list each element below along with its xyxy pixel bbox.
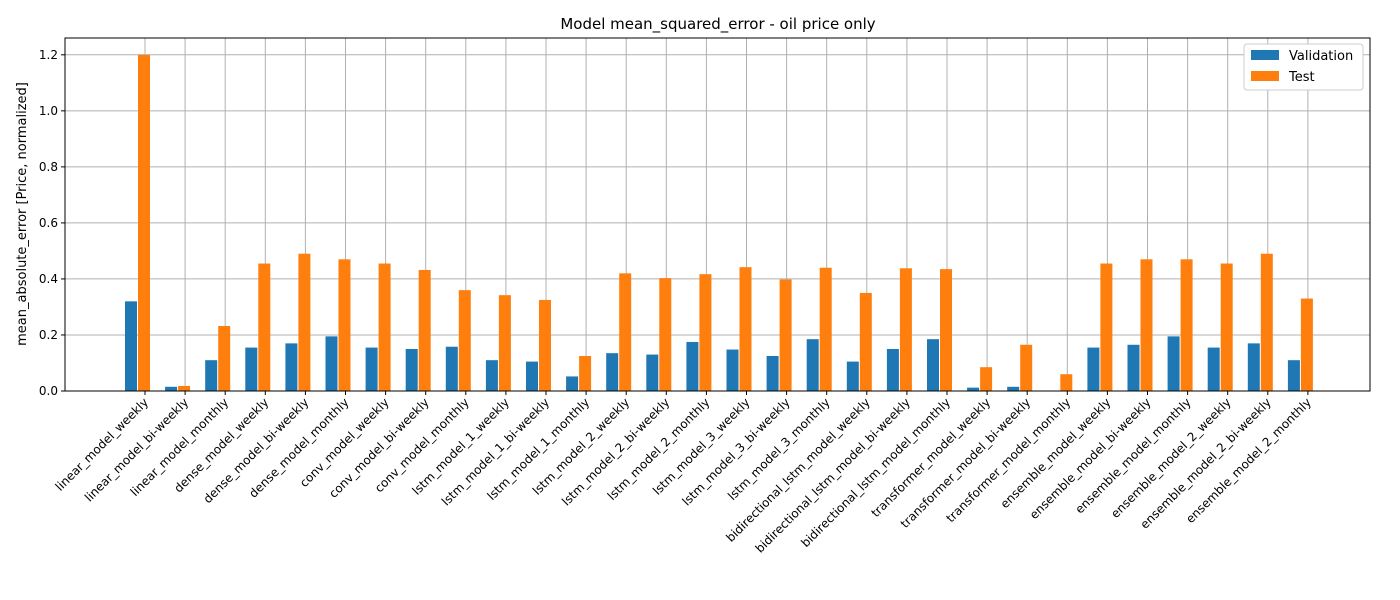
bar-test [258, 263, 271, 391]
bar-validation [886, 348, 899, 391]
plot-frame [64, 37, 1371, 392]
legend-label-validation: Validation [1289, 49, 1353, 64]
x-tick-label: bidirectional_lstm_model_monthly [798, 395, 953, 550]
y-axis-label: mean_absolute_error [Price, normalized] [15, 82, 30, 346]
bar-test [1100, 263, 1113, 391]
bar-validation [485, 360, 498, 391]
bar-test [980, 367, 993, 391]
bar-validation [526, 361, 538, 391]
bar-validation [285, 343, 298, 391]
bar-test [539, 299, 551, 391]
bar-test [1220, 263, 1233, 391]
legend-swatch-validation [1251, 50, 1279, 60]
bar-test [1020, 344, 1033, 391]
bar-test [940, 269, 952, 391]
bar-test [458, 290, 471, 391]
bar-validation [1207, 347, 1220, 391]
y-tick-label: 0.6 [39, 216, 58, 230]
bar-validation [125, 301, 137, 391]
bar-validation [686, 341, 699, 391]
bar-test [1260, 253, 1273, 391]
bar-test [819, 267, 832, 391]
y-tick-label: 0.8 [39, 160, 58, 174]
bar-test [739, 267, 752, 391]
bar-validation [566, 376, 579, 391]
bar-validation [806, 339, 819, 391]
bar-validation [606, 353, 619, 391]
y-axis: 0.0 0.2 0.4 0.6 0.8 1.0 1.2 [39, 48, 65, 398]
legend-swatch-test [1251, 71, 1279, 81]
bar-test [338, 259, 351, 391]
bar-validation [846, 361, 859, 391]
bar-validation [646, 354, 659, 391]
bar-validation [1007, 386, 1020, 391]
bar-test [138, 54, 150, 392]
bar-test [699, 274, 712, 391]
x-tick-label: bidirectional_lstm_model_weekly [723, 395, 873, 545]
bar-validation [205, 360, 218, 391]
bar-test [1300, 298, 1313, 391]
y-tick-label: 1.0 [39, 104, 58, 118]
x-axis: linear_model_weeklylinear_model_bi-weekl… [53, 391, 1314, 556]
bar-test [1180, 259, 1193, 391]
bar-test [1140, 259, 1153, 391]
bar-test [498, 295, 511, 391]
bar-test [659, 278, 672, 391]
y-tick-label: 0.0 [39, 384, 58, 398]
bar-validation [445, 346, 458, 391]
bar-validation [927, 339, 939, 391]
y-tick-label: 0.2 [39, 328, 58, 342]
bar-validation [1087, 347, 1100, 391]
bar-validation [1287, 360, 1300, 391]
bar-validation [967, 387, 980, 391]
bar-validation [245, 347, 258, 391]
bar-test [298, 253, 311, 391]
bar-test [859, 292, 872, 391]
y-tick-label: 1.2 [39, 48, 58, 62]
legend: Validation Test [1243, 43, 1364, 91]
bar-validation [365, 347, 378, 391]
bar-validation [165, 386, 178, 391]
bar-test [378, 263, 391, 391]
chart-title: Model mean_squared_error - oil price onl… [560, 15, 875, 34]
legend-label-test: Test [1288, 70, 1315, 85]
y-tick-label: 0.4 [39, 272, 58, 286]
bar-validation [1167, 336, 1180, 391]
bar-validation [1247, 343, 1260, 391]
bar-test [218, 326, 231, 391]
bar-validation [766, 355, 779, 391]
bars-layer [125, 54, 1313, 392]
bar-test [1060, 374, 1073, 391]
bar-validation [1127, 344, 1140, 391]
bar-validation [726, 349, 739, 391]
bar-test [579, 355, 592, 391]
bar-validation [325, 336, 338, 391]
bar-test [418, 269, 431, 391]
bar-test [779, 279, 792, 391]
bar-test [619, 273, 632, 391]
bar-test [899, 268, 912, 391]
bar-validation [405, 348, 418, 391]
bar-test [178, 385, 191, 391]
